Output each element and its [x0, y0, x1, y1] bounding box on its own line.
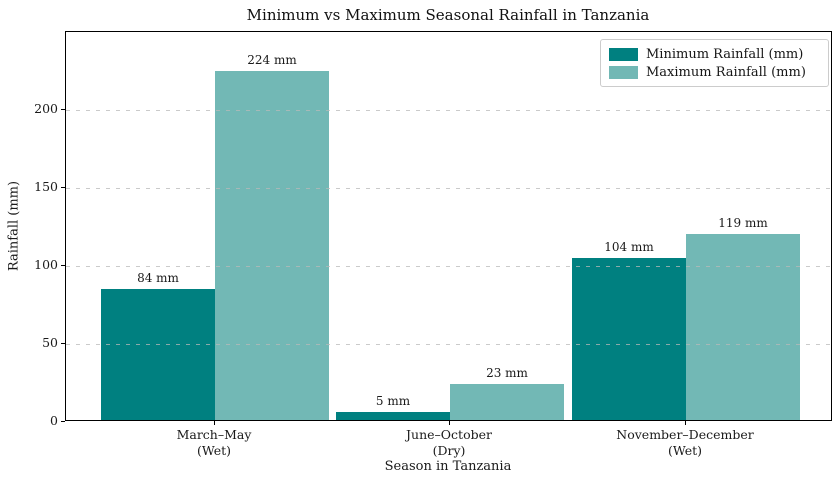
legend-swatch-max-icon: [609, 65, 638, 79]
x-tick-label-line1: November–December: [616, 427, 754, 442]
bar-max-2: [686, 234, 800, 420]
bar-value-label-min-1: 5 mm: [375, 394, 411, 408]
legend-label-max: Maximum Rainfall (mm): [646, 64, 806, 80]
gridline-200: [66, 110, 831, 111]
x-tick-mark-2: [685, 421, 686, 425]
x-tick-label-line2: (Wet): [196, 443, 231, 458]
y-tick-label-100: 100: [34, 257, 58, 272]
y-tick-mark-0: [61, 421, 65, 422]
y-tick-mark-50: [61, 343, 65, 344]
bar-min-0: [101, 289, 215, 420]
plot-area: 84 mm 224 mm 5 mm 23 mm 104 mm 119 mm: [65, 31, 832, 421]
bar-min-1: [336, 412, 450, 420]
x-tick-label-line1: March–May: [176, 427, 252, 442]
bar-value-label-max-2: 119 mm: [718, 216, 768, 230]
legend-swatch-min-icon: [609, 47, 638, 61]
x-tick-mark-0: [214, 421, 215, 425]
gridline-150: [66, 188, 831, 189]
y-tick-mark-200: [61, 109, 65, 110]
y-tick-label-200: 200: [34, 101, 58, 116]
y-tick-mark-150: [61, 187, 65, 188]
legend-label-min: Minimum Rainfall (mm): [646, 46, 804, 62]
bar-value-label-min-0: 84 mm: [137, 271, 179, 285]
y-tick-mark-100: [61, 265, 65, 266]
gridline-50: [66, 344, 831, 345]
gridline-100: [66, 266, 831, 267]
x-axis-label: Season in Tanzania: [384, 459, 512, 474]
x-tick-label-0: March–May (Wet): [177, 427, 252, 459]
bar-value-label-min-2: 104 mm: [604, 240, 654, 254]
x-tick-label-1: June–October (Dry): [406, 427, 492, 459]
legend-row-max: Maximum Rainfall (mm): [609, 63, 819, 81]
y-tick-label-150: 150: [34, 179, 58, 194]
legend: Minimum Rainfall (mm) Maximum Rainfall (m…: [600, 39, 829, 87]
y-tick-label-50: 50: [42, 335, 58, 350]
x-tick-mark-1: [449, 421, 450, 425]
x-tick-label-line2: (Dry): [432, 443, 466, 458]
bar-max-0: [215, 71, 329, 420]
y-tick-label-0: 0: [50, 413, 58, 428]
x-tick-label-line1: June–October: [406, 427, 492, 442]
x-tick-label-line2: (Wet): [667, 443, 703, 458]
bar-value-label-max-0: 224 mm: [247, 53, 297, 67]
legend-row-min: Minimum Rainfall (mm): [609, 45, 819, 63]
bar-value-label-max-1: 23 mm: [486, 366, 528, 380]
bar-min-2: [572, 258, 686, 420]
bar-max-1: [450, 384, 564, 420]
x-tick-label-2: November–December (Wet): [616, 427, 753, 459]
chart-title: Minimum vs Maximum Seasonal Rainfall in …: [246, 6, 650, 24]
